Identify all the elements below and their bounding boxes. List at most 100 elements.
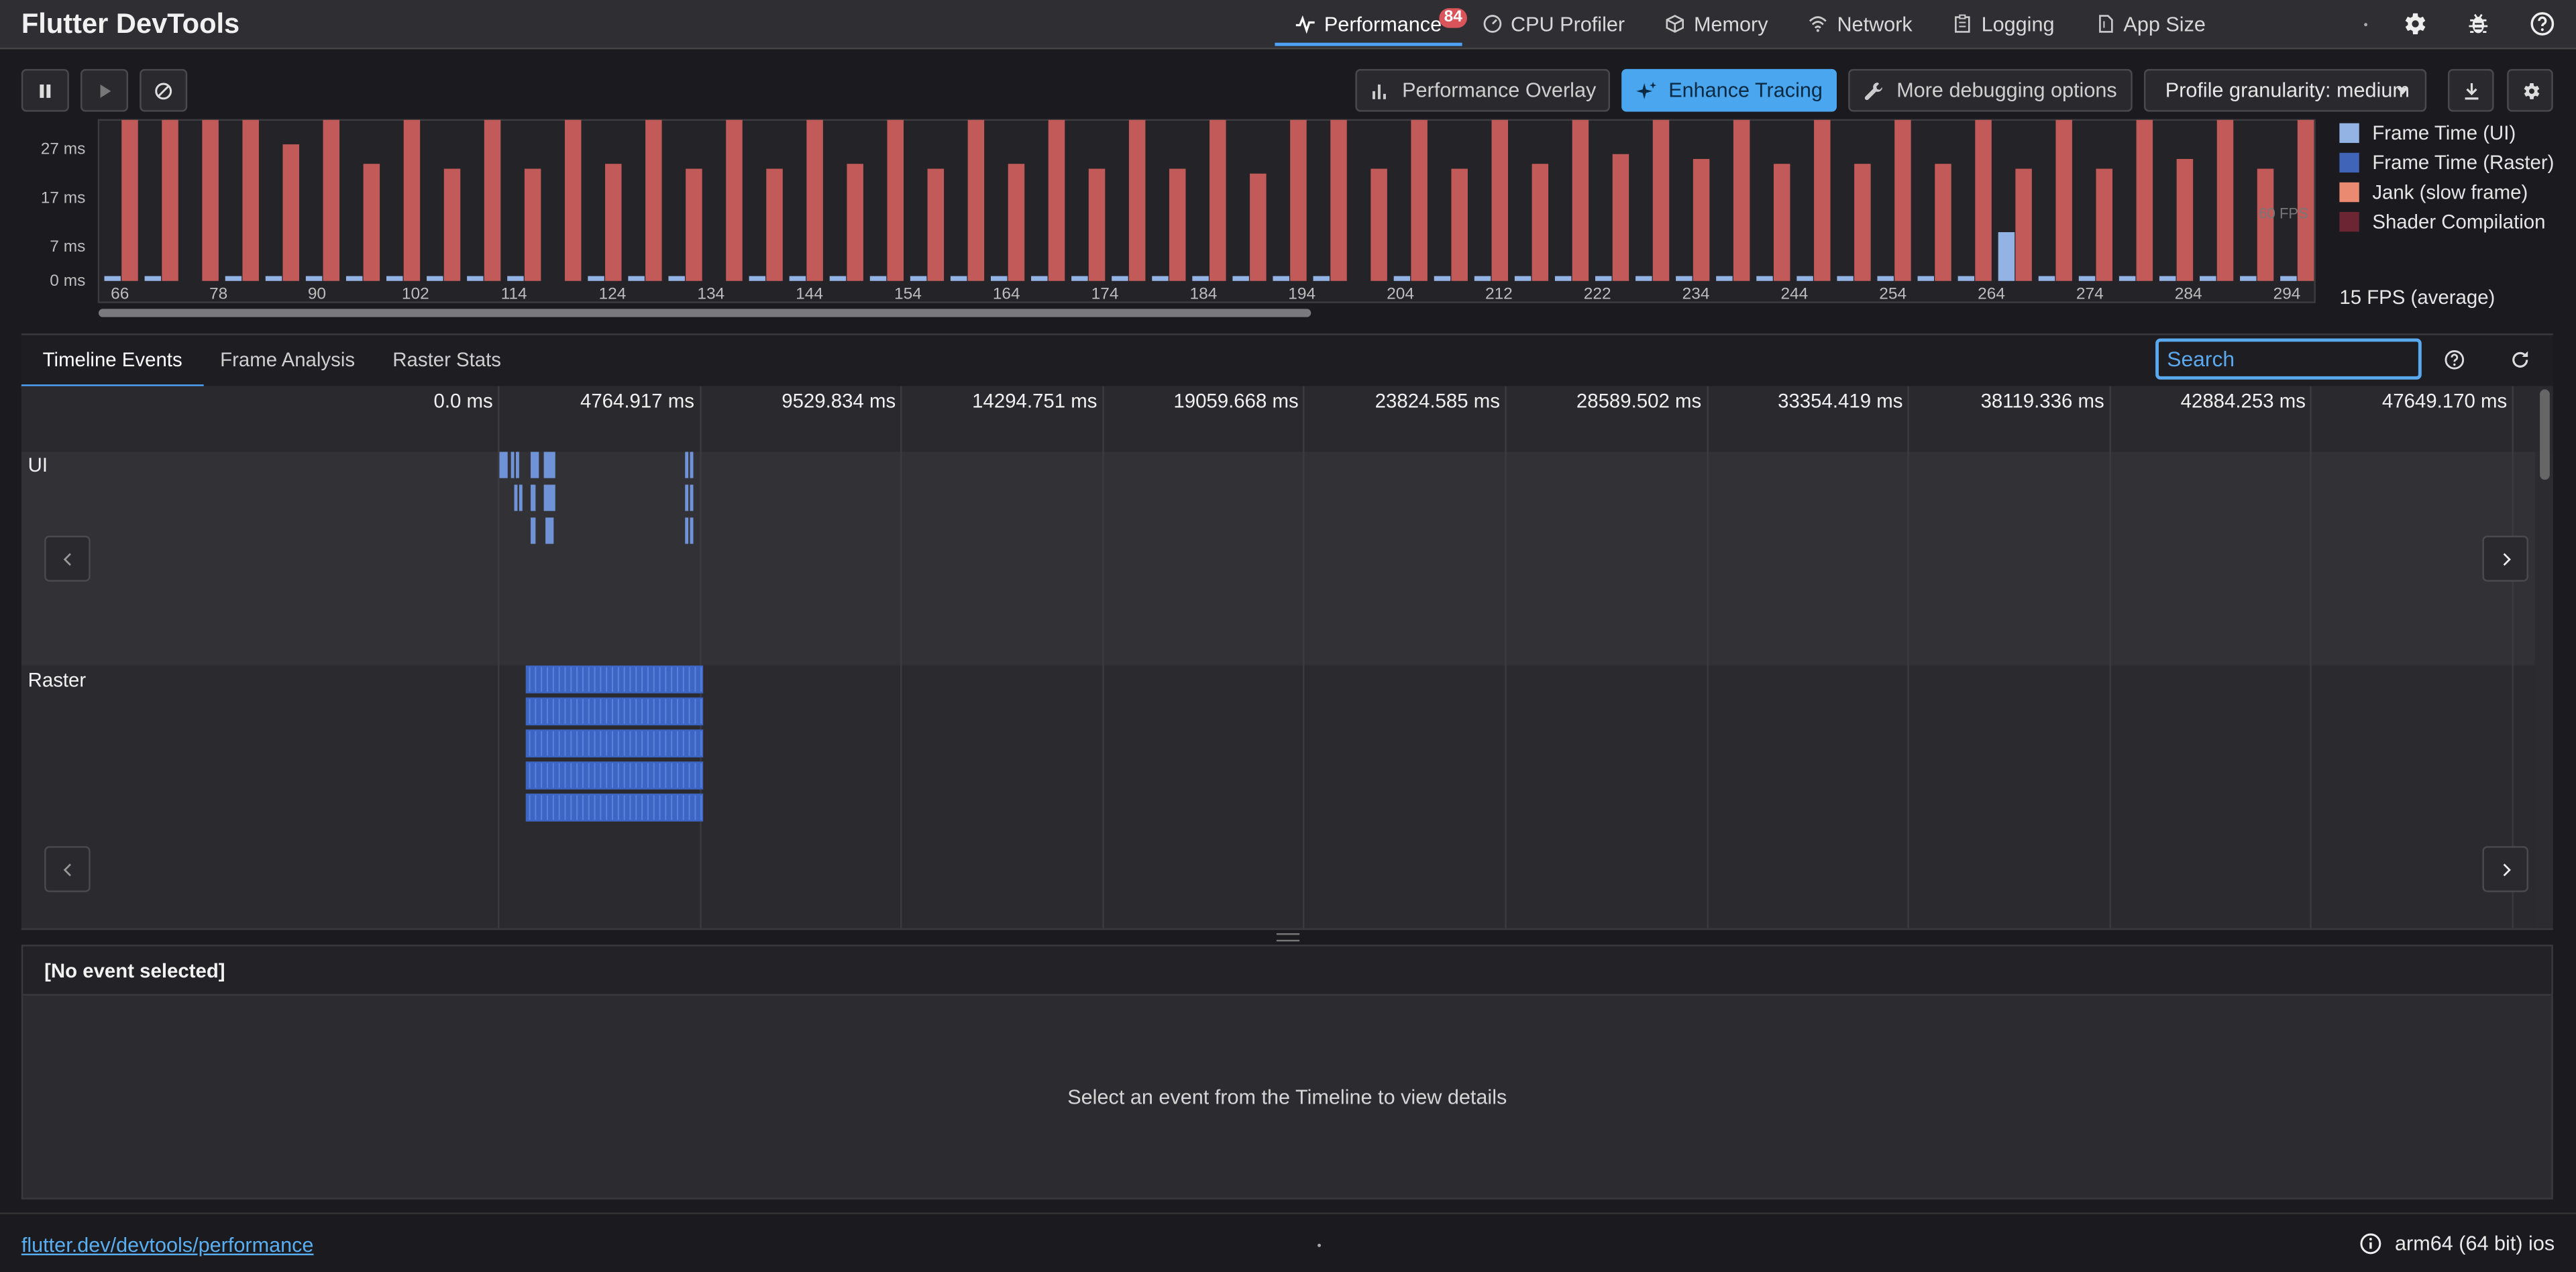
more-debugging-options-button[interactable]: More debugging options [1848,68,2133,112]
raster-event-row[interactable] [525,697,704,726]
jank-frame-bar [1290,119,1307,281]
raster-events[interactable] [524,665,704,830]
device-info[interactable]: arm64 (64 bit) ios [2359,1232,2555,1255]
raster-lane-scroll-right-button[interactable] [2482,846,2529,892]
chart-horizontal-scrollbar[interactable] [98,309,1311,317]
refresh-icon[interactable] [2509,348,2532,371]
timeline-tick-label: 47649.170 ms [2381,389,2508,413]
raster-event-slice [564,763,566,788]
ui-event-block[interactable] [690,452,694,478]
resume-button[interactable] [80,68,129,112]
performance-overlay-button[interactable]: Performance Overlay [1355,68,1611,112]
raster-event-slice [570,667,572,692]
clear-button[interactable] [140,68,188,112]
ui-event-block[interactable] [690,517,694,544]
docs-link[interactable]: flutter.dev/devtools/performance [21,1234,314,1257]
raster-event-row[interactable] [525,793,704,822]
profile-granularity-dropdown[interactable]: Profile granularity: medium [2143,68,2427,112]
ui-frame-bar [507,276,524,281]
x-tick-label: 134 [697,285,724,303]
x-tick-label: 164 [993,285,1020,303]
ui-event-block[interactable] [511,452,515,478]
settings-icon[interactable] [2400,10,2428,38]
ui-event-block[interactable] [543,484,555,511]
tab-raster-stats[interactable]: Raster Stats [392,348,502,372]
jank-frame-bar [2297,119,2314,281]
raster-event-slice [629,795,631,820]
tab-network[interactable]: Network [1788,0,1932,48]
tab-app-size-label: App Size [2123,12,2206,36]
timeline-vertical-scrollbar[interactable] [2540,389,2550,480]
tab-frame-analysis[interactable]: Frame Analysis [220,348,356,372]
raster-event-slice [600,667,602,692]
ui-event-block[interactable] [545,517,554,544]
jank-frame-bar [1693,158,1710,281]
ui-frame-bar [950,276,967,281]
ui-event-block[interactable] [685,484,689,511]
ui-event-block[interactable] [531,517,536,544]
raster-event-slice [676,731,678,756]
raster-event-slice [623,667,625,692]
raster-event-slice [671,699,673,724]
raster-event-row[interactable] [525,729,704,757]
ui-event-block[interactable] [514,484,518,511]
ui-event-block[interactable] [685,452,689,478]
ui-events[interactable] [498,452,711,550]
panel-resize-handle[interactable] [1276,933,1300,942]
jank-frame-bar [2176,158,2194,281]
ui-event-block[interactable] [499,452,508,478]
ui-frame-bar [628,276,645,281]
ui-event-block[interactable] [531,484,536,511]
raster-lane [21,665,2535,929]
frame-time-chart[interactable]: 27 ms 17 ms 7 ms 0 ms 60 FPS 66 78 90 102 114 124 1… [23,118,2323,322]
jank-frame-bar [1411,119,1428,281]
help-icon[interactable] [2443,348,2466,371]
jank-frame-bar [2136,119,2153,281]
legend-label: Frame Time (Raster) [2372,151,2555,174]
export-button[interactable] [2448,68,2494,112]
cpu-profiler-icon [1483,15,1501,33]
ui-frame-bar [990,276,1008,281]
raster-event-slice [659,667,661,692]
raster-event-row[interactable] [525,761,704,790]
pause-button[interactable] [21,68,69,112]
raster-event-slice [682,763,684,788]
jank-frame-bar [1612,154,1629,281]
raster-event-slice [600,763,602,788]
help-icon[interactable] [2528,10,2557,38]
tab-app-size[interactable]: App Size [2074,0,2225,48]
raster-event-slice [612,731,613,756]
ui-event-block[interactable] [543,452,555,478]
memory-icon [1666,15,1684,33]
bug-report-icon[interactable] [2464,10,2492,38]
raster-event-slice [541,763,543,788]
ui-lane-scroll-left-button[interactable] [44,535,91,582]
jank-frame-bar [1935,164,1951,281]
enhance-tracing-button[interactable]: Enhance Tracing [1621,68,1837,112]
ui-frame-bar [144,276,162,281]
tab-memory[interactable]: Memory [1645,0,1788,48]
tab-timeline-events[interactable]: Timeline Events [21,335,204,388]
raster-event-row[interactable] [525,665,704,694]
ui-frame-bar [2240,276,2257,281]
tab-logging[interactable]: Logging [1932,0,2074,48]
raster-lane-scroll-left-button[interactable] [44,846,91,892]
ui-event-block[interactable] [685,517,689,544]
raster-event-slice [606,731,608,756]
performance-overlay-label: Performance Overlay [1402,78,1597,102]
ui-frame-bar [829,276,847,281]
ui-lane-scroll-right-button[interactable] [2482,535,2529,582]
timeline-events-view[interactable]: UI Raster 0.0 ms 4764.917 ms 9529.834 ms 14… [21,386,2553,931]
ui-event-block[interactable] [515,452,519,478]
jank-frame-bar [1572,119,1589,281]
x-tick-label: 102 [402,285,429,303]
performance-settings-button[interactable] [2507,68,2553,112]
tab-cpu-profiler[interactable]: CPU Profiler [1462,0,1645,48]
search-input[interactable] [2155,338,2422,380]
jank-frame-bar [1652,119,1670,281]
ui-event-block[interactable] [519,484,523,511]
ui-event-block[interactable] [690,484,694,511]
ui-event-block[interactable] [531,452,539,478]
tab-performance[interactable]: Performance 84 [1275,0,1468,48]
raster-event-slice [688,699,690,724]
